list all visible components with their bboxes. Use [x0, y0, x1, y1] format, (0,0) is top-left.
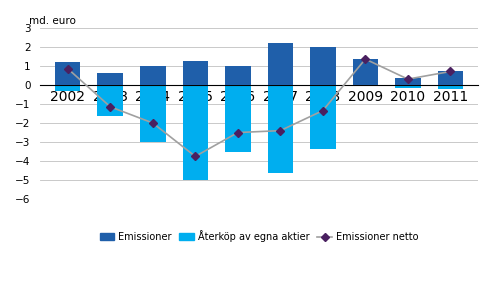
Bar	[395, 85, 421, 88]
Bar	[55, 85, 80, 91]
Bar	[225, 66, 250, 85]
Bar	[225, 85, 250, 152]
Bar	[438, 85, 463, 89]
Bar	[438, 71, 463, 85]
Bar	[140, 66, 166, 85]
Bar	[182, 61, 208, 85]
Bar	[98, 73, 123, 85]
Text: md. euro: md. euro	[30, 16, 76, 26]
Bar	[352, 59, 378, 85]
Bar	[182, 85, 208, 180]
Bar	[55, 62, 80, 85]
Bar	[395, 78, 421, 85]
Bar	[310, 47, 336, 85]
Bar	[268, 85, 293, 173]
Bar	[310, 85, 336, 149]
Legend: Emissioner, Återköp av egna aktier, Emissioner netto: Emissioner, Återköp av egna aktier, Emis…	[96, 226, 422, 246]
Bar	[268, 43, 293, 85]
Bar	[140, 85, 166, 142]
Bar	[98, 85, 123, 116]
